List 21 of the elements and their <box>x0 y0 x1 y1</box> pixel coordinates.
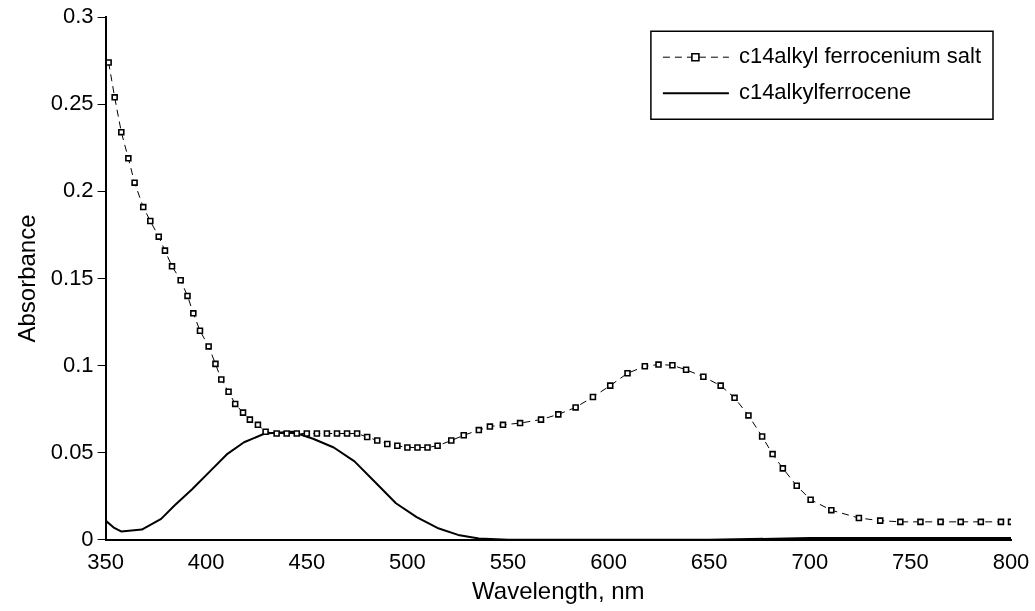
y-tick-label: 0.3 <box>63 3 94 29</box>
y-tick-label: 0.05 <box>50 438 94 464</box>
y-tick-label: 0.25 <box>50 90 94 116</box>
x-tick-label: 550 <box>489 549 527 575</box>
x-tick-label: 600 <box>590 549 627 575</box>
x-tick-label: 750 <box>892 549 929 575</box>
y-tick-label: 0.2 <box>63 177 94 203</box>
x-axis-title: Wavelength, nm <box>472 577 645 605</box>
x-tick-label: 500 <box>389 549 426 575</box>
x-tick-label: 450 <box>288 549 326 575</box>
legend-label: c14alkyl ferrocenium salt <box>738 43 982 69</box>
x-tick-label: 400 <box>187 549 225 575</box>
y-tick-label: 0.15 <box>50 264 94 290</box>
legend-label: c14alkylferrocene <box>738 79 912 105</box>
x-tick-label: 650 <box>690 549 728 575</box>
y-axis-title: Absorbance <box>13 214 41 343</box>
y-tick-label: 0 <box>81 525 94 551</box>
x-tick-label: 800 <box>992 549 1030 575</box>
x-tick-label: 350 <box>87 549 124 575</box>
x-tick-label: 700 <box>791 549 829 575</box>
y-tick-label: 0.1 <box>63 351 94 377</box>
